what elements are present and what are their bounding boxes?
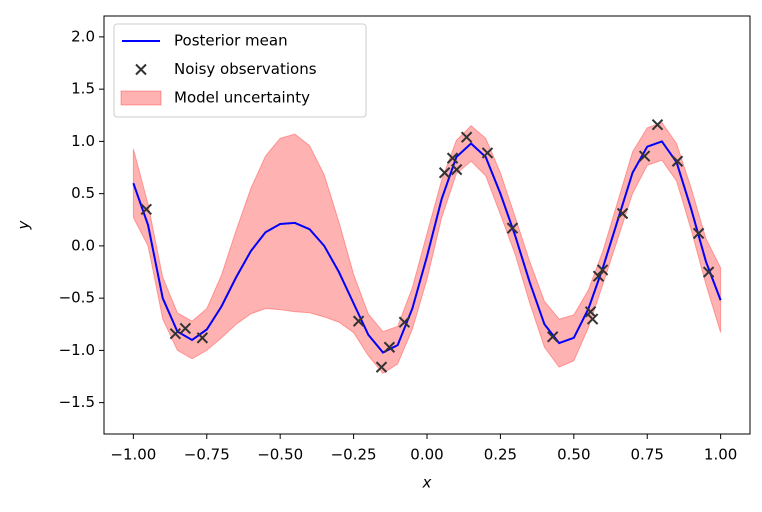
observation xyxy=(671,155,684,167)
observation xyxy=(398,316,411,328)
y-tick-label: 0.5 xyxy=(71,184,95,202)
observation xyxy=(383,341,396,353)
legend-frame xyxy=(113,23,367,118)
legend-label: Model uncertainty xyxy=(174,89,310,107)
y-tick-label: 1.0 xyxy=(71,132,95,150)
observation xyxy=(592,270,605,282)
y-axis-label: y xyxy=(15,219,33,230)
observation xyxy=(506,222,519,234)
x-tick-label: −0.50 xyxy=(257,446,303,464)
observation xyxy=(460,131,473,143)
mean-line xyxy=(132,140,722,354)
observation xyxy=(651,118,664,131)
observation xyxy=(446,152,459,164)
x-tick-label: 0.75 xyxy=(631,446,664,464)
observation xyxy=(196,332,209,344)
legend-label: Noisy observations xyxy=(174,60,317,78)
observation xyxy=(692,227,705,240)
y-tick-label: 0.0 xyxy=(71,236,95,254)
observation xyxy=(586,313,599,325)
y-tick-label: 2.0 xyxy=(71,27,95,45)
observation xyxy=(438,167,451,179)
x-tick-label: −0.75 xyxy=(184,446,230,464)
observation xyxy=(140,203,152,216)
y-tick-label: −0.5 xyxy=(59,289,95,307)
legend-marker xyxy=(135,63,147,76)
x-tick-label: 1.00 xyxy=(704,446,737,464)
x-tick-label: 0.50 xyxy=(557,446,590,464)
legend-label: Posterior mean xyxy=(174,32,288,50)
observation xyxy=(546,331,559,343)
y-tick-label: 1.5 xyxy=(71,80,95,98)
legend: Posterior mean Noisy observations Model un… xyxy=(113,23,367,118)
observation xyxy=(179,322,192,335)
observation xyxy=(616,207,629,220)
legend-patch xyxy=(120,90,162,106)
uncertainty-band xyxy=(132,121,722,375)
observation xyxy=(375,361,388,373)
observation xyxy=(481,147,494,159)
x-tick-label: −0.25 xyxy=(331,446,377,464)
plot-area xyxy=(132,118,722,375)
x-tick-label: −1.00 xyxy=(110,446,156,464)
x-tick-label: 0.00 xyxy=(410,446,443,464)
observation xyxy=(596,264,609,276)
observation xyxy=(638,150,651,162)
observation xyxy=(169,327,182,340)
x-axis-label: x xyxy=(422,474,432,492)
x-tick-label: 0.25 xyxy=(484,446,517,464)
observation xyxy=(352,315,365,327)
y-tick-label: −1.0 xyxy=(59,341,95,359)
observation xyxy=(450,163,463,176)
observation xyxy=(702,266,715,278)
y-tick-label: −1.5 xyxy=(59,393,95,411)
